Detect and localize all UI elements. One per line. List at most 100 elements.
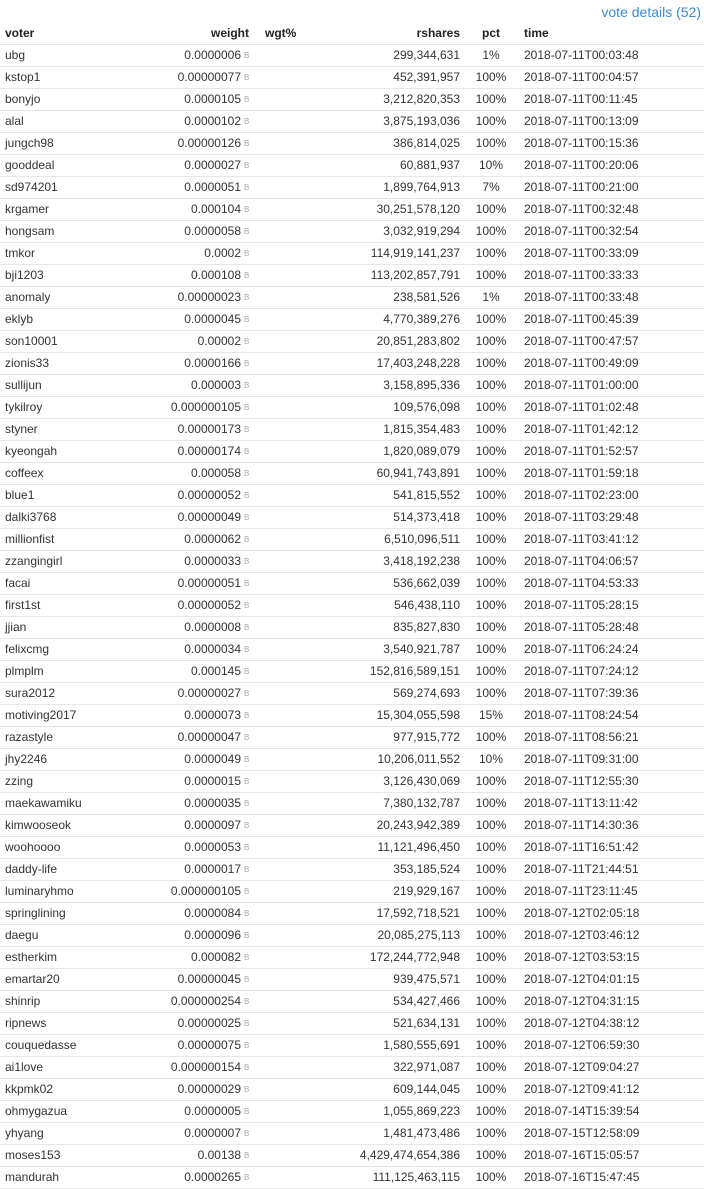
cell-pct: 100% xyxy=(475,422,507,436)
weight-unit: B xyxy=(244,667,250,676)
weight-unit: B xyxy=(244,513,250,522)
cell-voter: yhyang xyxy=(5,1126,44,1140)
cell-rshares: 939,475,571 xyxy=(393,972,460,986)
cell-voter: zzangingirl xyxy=(5,554,63,568)
cell-weight: 0.0000053 xyxy=(184,840,241,854)
cell-pct: 100% xyxy=(475,796,507,810)
cell-voter: estherkim xyxy=(5,950,58,964)
row-separator xyxy=(0,506,704,507)
weight-unit: B xyxy=(244,909,250,918)
cell-voter: millionfist xyxy=(5,532,55,546)
cell-time: 2018-07-12T03:46:12 xyxy=(524,928,640,942)
cell-rshares: 3,126,430,069 xyxy=(383,774,460,788)
weight-unit: B xyxy=(244,777,250,786)
cell-voter: bonyjo xyxy=(5,92,41,106)
cell-voter: razastyle xyxy=(5,730,54,744)
cell-weight: 0.000082 xyxy=(190,950,241,964)
row-separator xyxy=(0,308,704,309)
weight-unit: B xyxy=(244,403,250,412)
cell-voter: kstop1 xyxy=(5,70,41,84)
cell-rshares: 20,085,275,113 xyxy=(377,928,460,942)
row-separator xyxy=(0,924,704,925)
weight-unit: B xyxy=(244,205,250,214)
cell-pct: 100% xyxy=(475,532,507,546)
weight-unit: B xyxy=(244,733,250,742)
row-separator xyxy=(0,836,704,837)
cell-pct: 100% xyxy=(475,1082,507,1096)
cell-time: 2018-07-12T06:59:30 xyxy=(524,1038,640,1052)
cell-weight: 0.0000007 xyxy=(184,1126,241,1140)
cell-time: 2018-07-12T04:31:15 xyxy=(524,994,640,1008)
cell-time: 2018-07-11T01:02:48 xyxy=(524,400,639,414)
cell-rshares: 1,820,089,079 xyxy=(383,444,460,458)
cell-voter: anomaly xyxy=(5,290,51,304)
cell-weight: 0.000145 xyxy=(190,664,241,678)
cell-time: 2018-07-11T00:03:48 xyxy=(524,48,639,62)
cell-time: 2018-07-12T02:05:18 xyxy=(524,906,640,920)
cell-rshares: 299,344,631 xyxy=(393,48,460,62)
cell-rshares: 1,899,764,913 xyxy=(383,180,460,194)
header-weight: weight xyxy=(211,26,249,40)
weight-unit: B xyxy=(244,997,250,1006)
cell-weight: 0.000058 xyxy=(190,466,241,480)
weight-unit: B xyxy=(244,337,250,346)
cell-voter: facai xyxy=(5,576,31,590)
cell-weight: 0.00000029 xyxy=(177,1082,241,1096)
cell-time: 2018-07-11T12:55:30 xyxy=(524,774,639,788)
vote-details-link[interactable]: vote details (52) xyxy=(601,4,701,20)
weight-unit: B xyxy=(244,1019,250,1028)
cell-rshares: 20,243,942,389 xyxy=(376,818,460,832)
cell-weight: 0.000003 xyxy=(190,378,241,392)
header-separator xyxy=(0,44,704,45)
cell-time: 2018-07-11T23:11:45 xyxy=(524,884,638,898)
cell-weight: 0.0000105 xyxy=(184,92,241,106)
cell-rshares: 1,580,555,691 xyxy=(383,1038,460,1052)
row-separator xyxy=(0,1166,704,1167)
cell-rshares: 3,418,192,238 xyxy=(383,554,460,568)
cell-pct: 100% xyxy=(475,92,507,106)
row-separator xyxy=(0,374,704,375)
cell-voter: sullijun xyxy=(5,378,42,392)
cell-rshares: 60,941,743,891 xyxy=(376,466,460,480)
cell-rshares: 386,814,025 xyxy=(393,136,460,150)
cell-weight: 0.0000005 xyxy=(184,1104,241,1118)
cell-voter: alal xyxy=(5,114,24,128)
row-separator xyxy=(0,110,704,111)
cell-weight: 0.0002 xyxy=(204,246,241,260)
cell-rshares: 10,206,011,552 xyxy=(377,752,460,766)
weight-unit: B xyxy=(244,1041,250,1050)
weight-unit: B xyxy=(244,139,250,148)
cell-weight: 0.000000105 xyxy=(170,884,241,898)
cell-weight: 0.00000045 xyxy=(177,972,241,986)
cell-rshares: 152,816,589,151 xyxy=(369,664,460,678)
weight-unit: B xyxy=(244,227,250,236)
cell-voter: zzing xyxy=(5,774,34,788)
row-separator xyxy=(0,440,704,441)
cell-voter: jhy2246 xyxy=(5,752,48,766)
cell-voter: blue1 xyxy=(5,488,35,502)
cell-time: 2018-07-12T03:53:15 xyxy=(524,950,640,964)
cell-voter: gooddeal xyxy=(5,158,55,172)
cell-voter: felixcmg xyxy=(5,642,50,656)
row-separator xyxy=(0,528,704,529)
weight-unit: B xyxy=(244,865,250,874)
cell-rshares: 353,185,524 xyxy=(393,862,460,876)
cell-voter: sd974201 xyxy=(5,180,58,194)
row-separator xyxy=(0,858,704,859)
cell-weight: 0.00000077 xyxy=(177,70,241,84)
cell-time: 2018-07-11T08:56:21 xyxy=(524,730,639,744)
weight-unit: B xyxy=(244,469,250,478)
row-separator xyxy=(0,1144,704,1145)
cell-weight: 0.00000025 xyxy=(177,1016,241,1030)
cell-pct: 100% xyxy=(475,1148,507,1162)
cell-pct: 10% xyxy=(478,158,504,172)
header-wgt-pct: wgt% xyxy=(265,26,297,40)
cell-rshares: 3,875,193,036 xyxy=(383,114,460,128)
weight-unit: B xyxy=(244,645,250,654)
cell-voter: kimwooseok xyxy=(5,818,72,832)
cell-weight: 0.0000051 xyxy=(184,180,241,194)
row-separator xyxy=(0,352,704,353)
cell-time: 2018-07-11T13:11:42 xyxy=(524,796,638,810)
row-separator xyxy=(0,88,704,89)
cell-weight: 0.000108 xyxy=(190,268,241,282)
